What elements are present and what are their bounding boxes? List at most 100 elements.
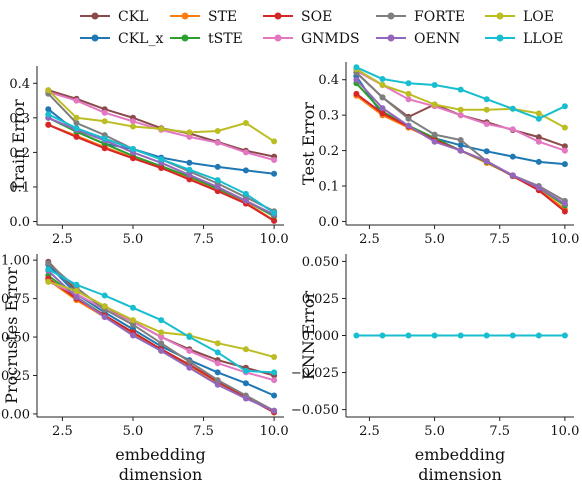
legend-entry-gnmds: GNMDS bbox=[263, 31, 360, 47]
legend-entry-tste: tSTE bbox=[170, 31, 243, 47]
data-point bbox=[353, 64, 359, 70]
x-tick-label: 2.5 bbox=[52, 424, 73, 439]
data-point bbox=[74, 125, 80, 131]
data-point bbox=[562, 333, 568, 339]
x-tick-label: 5.0 bbox=[123, 424, 144, 439]
x-tick-label: 7.5 bbox=[489, 424, 510, 439]
data-point bbox=[484, 96, 490, 102]
data-point bbox=[215, 177, 221, 183]
data-point bbox=[380, 105, 386, 111]
data-point bbox=[536, 333, 542, 339]
x-tick-label: 7.5 bbox=[489, 232, 510, 247]
data-point bbox=[215, 340, 221, 346]
legend-marker bbox=[92, 35, 99, 42]
data-point bbox=[484, 107, 490, 113]
legend-label: LLOE bbox=[523, 31, 563, 47]
legend-entry-oenn: OENN bbox=[376, 31, 460, 47]
data-point bbox=[271, 218, 277, 224]
data-point bbox=[74, 115, 80, 121]
x-tick-label: 5.0 bbox=[424, 424, 445, 439]
data-point bbox=[102, 118, 108, 124]
x-tick-label: 10.0 bbox=[550, 424, 579, 439]
data-point bbox=[458, 148, 464, 154]
data-point bbox=[406, 80, 412, 86]
data-point bbox=[562, 103, 568, 109]
data-point bbox=[74, 294, 80, 300]
data-point bbox=[45, 87, 51, 93]
y-tick-label: 0.4 bbox=[318, 73, 339, 88]
data-point bbox=[74, 134, 80, 140]
data-point bbox=[74, 288, 80, 294]
data-point bbox=[458, 137, 464, 143]
y-axis-title: Train Error bbox=[9, 99, 28, 192]
series-ste bbox=[45, 122, 277, 224]
data-point bbox=[158, 165, 164, 171]
series-lloe bbox=[353, 333, 568, 339]
data-point bbox=[215, 382, 221, 388]
data-point bbox=[536, 139, 542, 145]
data-point bbox=[484, 121, 490, 127]
data-point bbox=[158, 329, 164, 335]
series-forte bbox=[45, 91, 277, 215]
data-point bbox=[406, 333, 412, 339]
x-axis-title: embedding dimension bbox=[115, 445, 206, 484]
data-point bbox=[243, 396, 249, 402]
data-point bbox=[458, 112, 464, 118]
data-point bbox=[186, 167, 192, 173]
test-error-chart: 0.0 0.1 0.2 0.3 0.4 2.5 5.0 7.5 10.0 Test Error bbox=[299, 62, 579, 247]
data-point bbox=[243, 191, 249, 197]
data-point bbox=[380, 110, 386, 116]
data-point bbox=[271, 354, 277, 360]
data-point bbox=[215, 349, 221, 355]
data-point bbox=[215, 184, 221, 190]
legend-marker bbox=[388, 35, 395, 42]
data-point bbox=[102, 314, 108, 320]
legend-label: OENN bbox=[414, 31, 460, 47]
data-point bbox=[186, 348, 192, 354]
data-point bbox=[353, 77, 359, 83]
data-point bbox=[45, 111, 51, 117]
data-point bbox=[271, 408, 277, 414]
y-tick-label: 1.00 bbox=[1, 254, 30, 269]
data-point bbox=[130, 124, 136, 130]
x-tick-label: 10.0 bbox=[260, 424, 289, 439]
y-axis-title: KNN Error bbox=[299, 291, 318, 381]
data-point bbox=[74, 120, 80, 126]
x-tick-label: 5.0 bbox=[123, 232, 144, 247]
x-tick-label: 2.5 bbox=[359, 232, 380, 247]
data-point bbox=[484, 333, 490, 339]
data-point bbox=[510, 126, 516, 132]
data-point bbox=[406, 91, 412, 97]
data-point bbox=[271, 171, 277, 177]
legend-marker bbox=[497, 13, 504, 20]
data-point bbox=[158, 348, 164, 354]
data-point bbox=[186, 365, 192, 371]
data-point bbox=[243, 368, 249, 374]
data-point bbox=[380, 82, 386, 88]
data-point bbox=[102, 293, 108, 299]
data-point bbox=[45, 279, 51, 285]
data-point bbox=[102, 145, 108, 151]
data-point bbox=[186, 334, 192, 340]
legend-entry-soe: SOE bbox=[263, 9, 332, 25]
data-point bbox=[562, 125, 568, 131]
data-point bbox=[353, 91, 359, 97]
data-point bbox=[243, 380, 249, 386]
x-tick-label: 2.5 bbox=[52, 232, 73, 247]
data-point bbox=[243, 167, 249, 173]
x-tick-label: 10.0 bbox=[550, 232, 579, 247]
legend-marker bbox=[497, 35, 504, 42]
data-point bbox=[353, 333, 359, 339]
data-point bbox=[215, 128, 221, 134]
x-tick-label: 5.0 bbox=[424, 232, 445, 247]
legend-label: CKL_x bbox=[118, 31, 163, 47]
data-point bbox=[271, 377, 277, 383]
data-point bbox=[484, 148, 490, 154]
data-point bbox=[432, 102, 438, 108]
data-point bbox=[432, 82, 438, 88]
data-point bbox=[510, 172, 516, 178]
data-point bbox=[536, 159, 542, 165]
y-axis-title: Test Error bbox=[299, 102, 318, 185]
data-point bbox=[45, 260, 51, 266]
